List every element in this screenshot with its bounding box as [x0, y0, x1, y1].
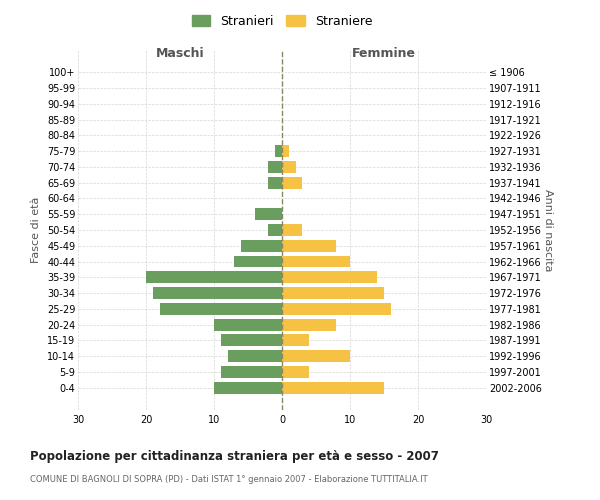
Bar [221, 366, 282, 378]
Y-axis label: Fasce di età: Fasce di età [31, 197, 41, 263]
Bar [268, 177, 282, 188]
Bar [214, 318, 282, 330]
Bar [153, 287, 282, 299]
Bar [282, 272, 377, 283]
Bar [268, 161, 282, 173]
Bar [214, 382, 282, 394]
Bar [275, 145, 282, 157]
Legend: Stranieri, Straniere: Stranieri, Straniere [188, 11, 376, 32]
Bar [282, 382, 384, 394]
Bar [268, 224, 282, 236]
Text: Femmine: Femmine [352, 46, 416, 60]
Y-axis label: Anni di nascita: Anni di nascita [543, 188, 553, 271]
Bar [221, 334, 282, 346]
Bar [241, 240, 282, 252]
Bar [282, 240, 337, 252]
Bar [160, 303, 282, 315]
Text: Maschi: Maschi [155, 46, 205, 60]
Text: Popolazione per cittadinanza straniera per età e sesso - 2007: Popolazione per cittadinanza straniera p… [30, 450, 439, 463]
Text: COMUNE DI BAGNOLI DI SOPRA (PD) - Dati ISTAT 1° gennaio 2007 - Elaborazione TUTT: COMUNE DI BAGNOLI DI SOPRA (PD) - Dati I… [30, 475, 428, 484]
Bar [282, 256, 350, 268]
Bar [282, 177, 302, 188]
Bar [235, 256, 282, 268]
Bar [255, 208, 282, 220]
Bar [282, 161, 296, 173]
Bar [282, 350, 350, 362]
Bar [282, 287, 384, 299]
Bar [282, 145, 289, 157]
Bar [282, 366, 309, 378]
Bar [146, 272, 282, 283]
Bar [282, 224, 302, 236]
Bar [282, 318, 337, 330]
Bar [282, 303, 391, 315]
Bar [227, 350, 282, 362]
Bar [282, 334, 309, 346]
